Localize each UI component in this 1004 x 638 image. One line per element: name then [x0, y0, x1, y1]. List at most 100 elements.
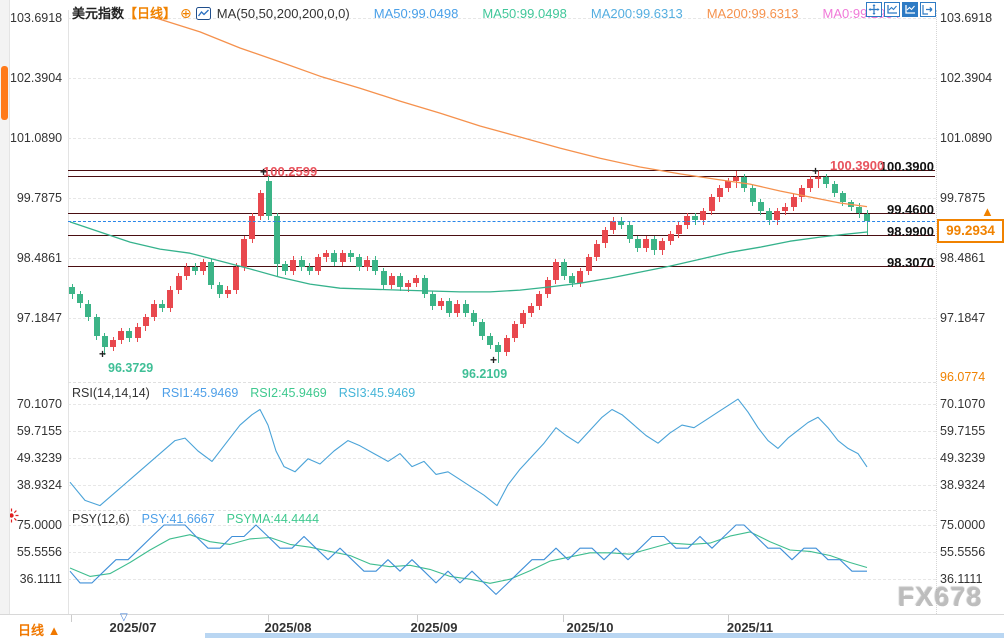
candle-body [298, 259, 305, 267]
candle-body [782, 206, 789, 212]
candle-body [602, 229, 608, 244]
candle-body [766, 211, 772, 221]
candle-body [675, 225, 682, 235]
price-level-label: 99.4600 [887, 202, 934, 218]
add-indicator-icon[interactable]: ⊕ [180, 5, 192, 21]
price-axis-label-right: 98.4861 [940, 251, 986, 265]
candle-body [848, 202, 854, 207]
candle-body [561, 262, 567, 276]
rsi-gridline [68, 485, 936, 486]
period-selector-button[interactable]: 日线 ▲ [18, 620, 61, 638]
price-gridline [68, 318, 936, 319]
current-price-value: 99.2934 [946, 222, 995, 238]
candle-body [864, 213, 871, 221]
candle-body [364, 259, 371, 267]
watermark: FX678 [898, 582, 983, 612]
date-label: 2025/09 [410, 620, 458, 635]
candle-body [667, 234, 674, 242]
plot-right-border [936, 10, 937, 614]
psy-header-item: PSY(12,6) [72, 512, 130, 526]
price-gridline [68, 78, 936, 79]
period-tag[interactable]: 【日线】 [124, 6, 177, 21]
rsi-axis-label-right: 70.1070 [940, 397, 986, 411]
candle-body [388, 275, 395, 285]
candle-body [282, 264, 289, 272]
price-axis-label-left: 98.4861 [16, 251, 62, 265]
candle-body [577, 271, 584, 283]
candle-body [118, 331, 125, 341]
candle-body [610, 220, 617, 230]
candle-body [692, 215, 699, 221]
candle-body [405, 282, 412, 288]
candle-body [159, 303, 166, 309]
candle-body [372, 259, 379, 272]
candle-body [438, 301, 444, 306]
rsi-axis-label-left: 59.7155 [16, 424, 62, 438]
exit-icon[interactable] [920, 2, 936, 17]
candle-body [142, 317, 149, 327]
psy-gridline [68, 552, 936, 553]
candle-wick [497, 341, 499, 363]
price-axis-label-left: 103.6918 [10, 11, 63, 25]
chart-type-icon[interactable] [195, 6, 211, 21]
candle-body [126, 331, 133, 338]
date-tickmark [71, 615, 72, 622]
axis-chart-active-icon[interactable] [902, 2, 918, 17]
price-axis-label-left: 97.1847 [16, 311, 62, 325]
candle-body [356, 257, 362, 267]
date-label: 2025/08 [264, 620, 312, 635]
current-price-line [68, 220, 935, 222]
psy-axis-label-right: 55.5556 [940, 545, 986, 559]
ma-settings-label: MA(50,50,200,200,0,0) [216, 6, 350, 21]
pan-icon[interactable] [866, 2, 882, 17]
date-tickmark [728, 615, 729, 622]
vertical-scrollbar-thumb[interactable] [1, 66, 8, 120]
price-level-red-label: 100.3900 [830, 158, 885, 174]
candle-body [315, 257, 321, 272]
axis-chart-icon[interactable] [884, 2, 900, 17]
candle-body [421, 278, 428, 295]
candle-body [323, 252, 330, 258]
price-level-line [68, 170, 935, 172]
price-axis-label-left: 101.0890 [10, 131, 63, 145]
candle-body [807, 179, 813, 189]
candle-body [93, 317, 100, 336]
vertical-scrollbar[interactable] [0, 0, 10, 614]
candle-body [331, 252, 338, 262]
psyma-line [69, 531, 868, 584]
price-level-label: 100.3900 [879, 159, 934, 175]
psy-header-item: PSY:41.6667 [141, 512, 215, 526]
candle-body [708, 197, 715, 212]
date-tickmark [268, 615, 269, 622]
extreme-plus-marker: + [490, 353, 498, 367]
rsi-axis-label-right: 59.7155 [940, 424, 986, 438]
candle-body [413, 278, 420, 283]
horizontal-scrollbar-thumb[interactable] [205, 633, 1004, 638]
candle-body [257, 192, 264, 216]
price-level-label: 98.3070 [887, 255, 934, 271]
panel-separator-psy [68, 510, 936, 511]
candle-body [741, 176, 748, 189]
rsi-gridline [68, 431, 936, 432]
price-axis-label-right: 103.6918 [940, 11, 993, 25]
price-up-arrow-icon: ▲ [981, 203, 994, 219]
candle-body [110, 340, 116, 348]
candle-body [831, 183, 838, 193]
candle-body [839, 192, 846, 202]
rsi-gridline [68, 404, 936, 405]
candle-body [536, 294, 543, 306]
candle-body [192, 266, 198, 272]
extreme-plus-marker: + [260, 165, 268, 179]
candle-body [495, 345, 502, 352]
candle-body [134, 326, 141, 338]
price-level-label: 98.9900 [887, 223, 934, 239]
candle-body [643, 238, 649, 249]
candle-body [511, 324, 518, 338]
candle-body [684, 215, 690, 226]
candle-body [274, 215, 280, 265]
candle-body [520, 312, 526, 325]
candle-body [659, 241, 666, 251]
chart-header: 美元指数【日线】 ⊕ MA(50,50,200,200,0,0) MA50:99.04… [72, 3, 924, 22]
